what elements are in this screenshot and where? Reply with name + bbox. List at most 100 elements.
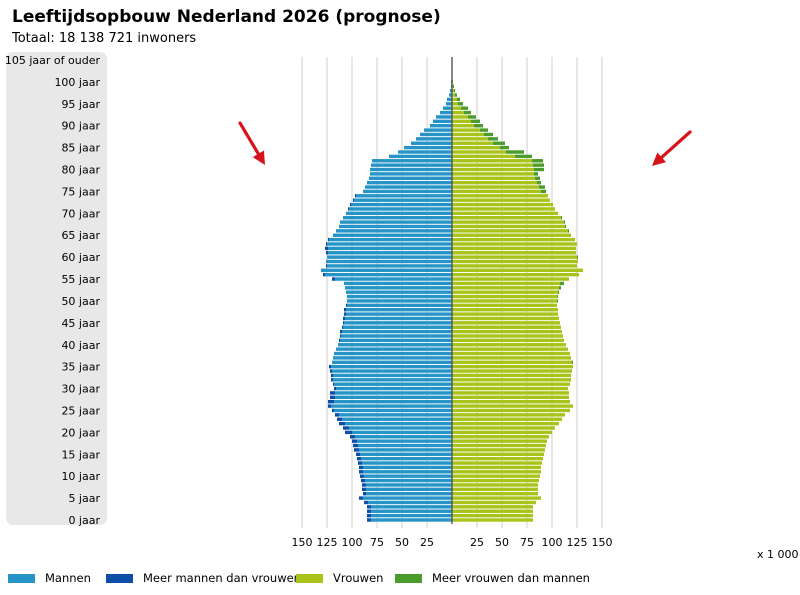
bar-men [420,132,452,137]
bar-women [452,110,464,115]
bar-women [452,478,539,483]
bar-men [321,268,452,272]
bar-women [452,294,557,299]
bar-men [329,237,452,242]
bar-women [452,452,544,456]
age-tick-label: 5 jaar [68,492,100,505]
age-label-panel [6,52,107,525]
bar-women [452,439,547,443]
bar-women [452,255,577,259]
bar-women [452,382,570,386]
bar-women [452,180,537,185]
bar-men [430,124,452,128]
bar-women [452,496,541,500]
age-tick-label: 70 jaar [61,207,100,220]
bar-women [452,88,454,93]
bar-women [452,211,558,216]
bar-men [333,233,452,237]
bar-women [452,176,535,180]
bar-women [452,102,458,106]
bar-men [349,207,452,211]
age-tick-label: 10 jaar [61,470,100,483]
bar-men-excess [342,325,343,329]
bar-women [452,487,538,492]
bar-women [452,518,533,522]
bar-men [339,224,452,229]
bar-men [326,259,452,264]
bar-men-excess [359,465,363,470]
bar-men [332,360,452,364]
bar-men-excess [330,395,335,400]
x-tick-label: 50 [495,536,509,549]
bar-men [328,251,452,255]
age-tick-label: 55 jaar [61,273,100,286]
bar-women [452,369,572,373]
legend-swatch-women-excess [395,573,422,583]
bar-women [452,470,541,474]
bar-men-excess [326,242,327,246]
bar-men [358,443,452,448]
bar-men [345,421,452,426]
bar-men-excess [340,334,341,338]
bar-women [452,229,568,233]
age-tick-label: 75 jaar [61,185,100,198]
bar-men-excess [356,452,360,456]
legend-item-men: Mannen [8,570,91,586]
bar-women [452,167,534,172]
bar-women [452,137,488,141]
legend-item-men-excess: Meer mannen dan vrouwen [106,570,301,586]
bar-women [452,334,563,338]
bar-men [363,496,452,500]
bar-men [362,461,452,465]
bar-women-excess [480,128,488,132]
age-tick-label: 105 jaar of ouder [5,54,101,67]
bar-women [452,461,542,465]
bar-women-excess [515,154,532,159]
bar-men [342,417,452,421]
legend: Mannen Meer mannen dan vrouwen Vrouwen M… [8,570,788,588]
bar-men [346,308,452,312]
bar-men-excess [337,417,342,421]
bar-men-excess [353,443,358,448]
bar-men-excess [328,400,334,404]
bar-men-excess [335,413,339,417]
legend-label-women-excess: Meer vrouwen dan mannen [432,571,590,585]
bar-women [452,308,558,312]
page-title: Leeftijdsopbouw Nederland 2026 (prognose… [12,7,441,27]
bar-men-excess [358,461,362,465]
bar-men [365,478,452,483]
bar-women [452,233,571,237]
bar-men [336,386,452,391]
bar-women [452,132,484,137]
bar-men-excess [367,505,371,509]
bar-men [332,369,452,373]
age-tick-label: 0 jaar [68,514,100,527]
bar-men [346,312,452,316]
bar-men [335,395,452,400]
legend-swatch-women [296,573,323,583]
bar-men [346,211,452,216]
bar-men-excess [334,386,336,391]
bar-men-excess [329,364,331,369]
bar-men-excess [367,509,371,513]
bar-women [452,413,565,417]
bar-women [452,93,455,97]
bar-women [452,119,471,124]
bar-women [452,391,569,395]
bar-men [368,500,452,505]
bar-men [347,303,452,308]
bar-women [452,106,461,110]
bar-men [370,172,452,176]
age-tick-label: 95 jaar [61,98,100,111]
bar-men-excess [343,321,344,325]
bar-women-excess [532,159,543,163]
bar-men [366,487,452,492]
bar-women [452,286,559,290]
bar-women-excess [560,281,564,286]
age-tick-label: 60 jaar [61,251,100,264]
bar-men [446,102,452,106]
bar-men [333,378,452,382]
age-tick-label: 20 jaar [61,426,100,439]
bar-men [327,255,452,259]
bar-men [343,325,452,329]
